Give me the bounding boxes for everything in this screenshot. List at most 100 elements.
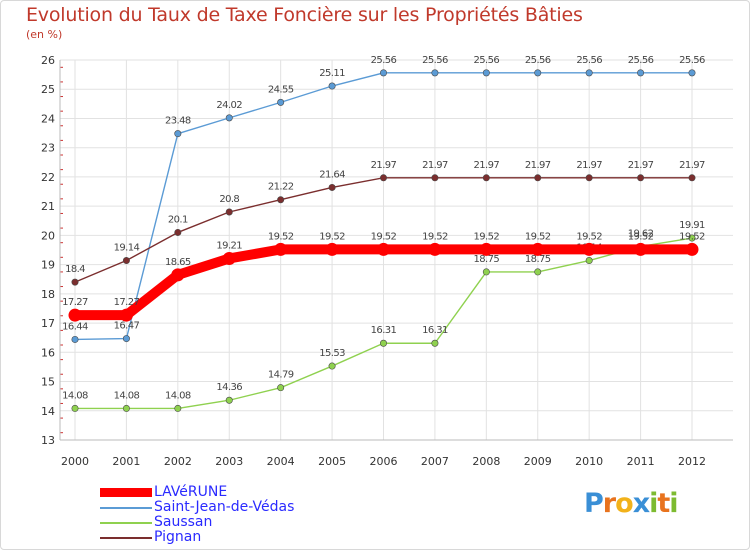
data-label: 19.52 xyxy=(628,231,654,242)
data-label: 16.31 xyxy=(371,325,397,336)
data-label: 14.36 xyxy=(216,382,242,393)
x-tick-label: 2000 xyxy=(61,455,89,468)
data-label: 14.08 xyxy=(114,390,140,401)
data-label: 25.11 xyxy=(319,68,345,79)
data-point xyxy=(637,69,645,77)
data-point xyxy=(122,257,130,265)
data-label: 25.56 xyxy=(474,55,500,66)
data-point xyxy=(428,242,442,256)
data-point xyxy=(688,234,696,242)
logo-letter: r xyxy=(602,488,616,519)
data-label: 24.55 xyxy=(268,84,294,95)
data-label: 19.52 xyxy=(525,231,551,242)
y-tick-label: 26 xyxy=(41,54,55,67)
y-tick-label: 14 xyxy=(41,405,55,418)
data-label: 19.21 xyxy=(216,240,242,251)
x-tick-label: 2004 xyxy=(267,455,295,468)
y-tick-label: 13 xyxy=(41,434,55,447)
data-label: 25.56 xyxy=(422,55,448,66)
logo-letter: t xyxy=(657,488,670,519)
data-label: 21.97 xyxy=(576,160,602,171)
data-label: 18.75 xyxy=(474,254,500,265)
data-point xyxy=(328,82,336,90)
data-label: 25.56 xyxy=(525,55,551,66)
data-point xyxy=(225,208,233,216)
x-tick-label: 2006 xyxy=(370,455,398,468)
x-tick-label: 2012 xyxy=(678,455,706,468)
data-point xyxy=(482,268,490,276)
legend-label: Saint-Jean-de-Védas xyxy=(154,499,295,515)
data-point xyxy=(482,69,490,77)
data-point xyxy=(431,69,439,77)
data-label: 21.97 xyxy=(628,160,654,171)
data-point xyxy=(225,114,233,122)
data-point xyxy=(71,404,79,412)
data-point xyxy=(431,339,439,347)
data-point xyxy=(325,242,339,256)
x-tick-label: 2011 xyxy=(627,455,655,468)
legend-swatch xyxy=(100,537,152,539)
proxiti-logo: Proxiti xyxy=(584,488,679,519)
data-point xyxy=(377,242,390,256)
data-point xyxy=(171,268,185,282)
data-point xyxy=(71,335,79,343)
data-label: 21.22 xyxy=(268,182,294,193)
data-label: 19.52 xyxy=(319,231,345,242)
data-label: 21.64 xyxy=(319,169,345,180)
data-point xyxy=(174,130,182,138)
logo-letter: i xyxy=(649,488,658,519)
y-tick-label: 23 xyxy=(41,142,55,155)
data-label: 18.4 xyxy=(65,264,85,275)
data-label: 17.27 xyxy=(62,297,88,308)
data-point xyxy=(119,308,133,322)
data-label: 18.65 xyxy=(165,257,191,268)
data-point xyxy=(534,174,542,182)
data-label: 19.91 xyxy=(679,220,705,231)
y-tick-label: 25 xyxy=(41,83,55,96)
data-point xyxy=(328,183,336,191)
data-label: 18.75 xyxy=(525,254,551,265)
x-tick-label: 2009 xyxy=(524,455,552,468)
data-point xyxy=(534,268,542,276)
data-point xyxy=(277,98,285,106)
y-tick-label: 19 xyxy=(41,259,55,272)
data-point xyxy=(328,362,336,370)
data-label: 20.1 xyxy=(168,214,188,225)
data-point xyxy=(482,174,490,182)
data-label: 23.48 xyxy=(165,116,191,127)
data-point xyxy=(634,242,648,256)
data-label: 24.02 xyxy=(216,100,242,111)
x-tick-label: 2008 xyxy=(472,455,500,468)
series-saint-jean-de-vedas: 16.44 16.47 23.48 24.02 24.55 25.11 25.56 25.56… xyxy=(62,55,706,343)
data-point xyxy=(479,242,493,256)
data-point xyxy=(431,174,439,182)
data-label: 14.08 xyxy=(165,390,191,401)
data-point xyxy=(222,251,236,265)
data-label: 17.27 xyxy=(114,297,140,308)
data-label: 14.79 xyxy=(268,370,294,381)
data-point xyxy=(379,69,387,77)
data-label: 21.97 xyxy=(474,160,500,171)
data-label: 25.56 xyxy=(679,55,705,66)
data-label: 16.31 xyxy=(422,325,448,336)
data-point xyxy=(174,228,182,236)
data-point xyxy=(688,174,696,182)
x-tick-label: 2005 xyxy=(318,455,346,468)
data-point xyxy=(685,242,699,256)
x-tick-label: 2010 xyxy=(575,455,603,468)
data-point xyxy=(174,404,182,412)
data-label: 19.62 xyxy=(628,228,654,239)
data-label: 15.53 xyxy=(319,348,345,359)
data-point xyxy=(277,196,285,204)
data-point xyxy=(688,69,696,77)
data-point xyxy=(225,396,233,404)
data-label: 19.14 xyxy=(114,243,140,254)
y-tick-label: 21 xyxy=(41,200,55,213)
logo-letter: x xyxy=(632,488,650,519)
data-label: 14.08 xyxy=(62,390,88,401)
x-tick-label: 2001 xyxy=(112,455,140,468)
data-label: 16.44 xyxy=(62,321,88,332)
y-tick-label: 18 xyxy=(41,288,55,301)
logo-letter: P xyxy=(584,488,604,519)
